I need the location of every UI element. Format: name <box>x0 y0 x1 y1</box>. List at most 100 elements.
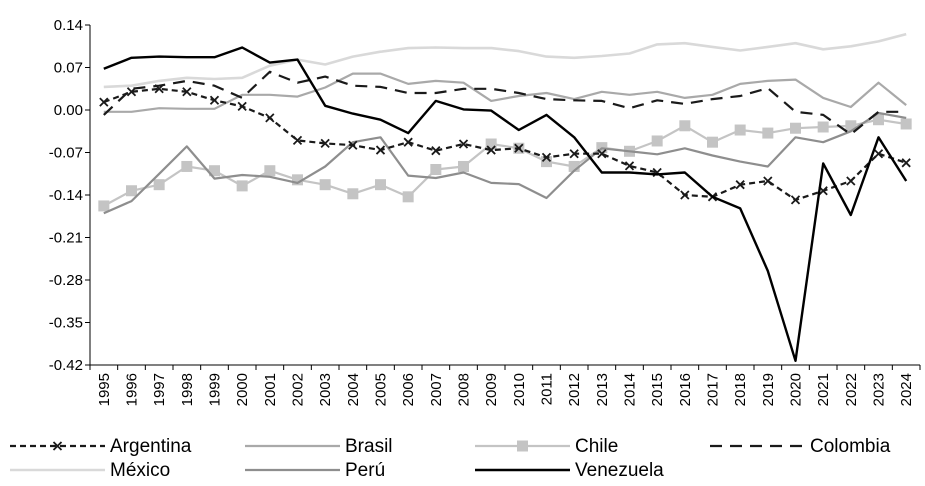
x-tick-label: 2007 <box>428 373 445 406</box>
data-point <box>735 180 745 190</box>
data-point <box>514 143 524 153</box>
x-tick-label: 2000 <box>234 373 251 406</box>
data-point <box>375 145 386 155</box>
legend-label: Chile <box>575 436 618 457</box>
data-point <box>873 114 884 126</box>
legend-item-peru: Perú <box>245 460 385 481</box>
x-tick-label: 1999 <box>207 373 224 406</box>
series-brasil <box>103 72 907 113</box>
series-venezuela <box>103 46 908 362</box>
data-point <box>236 180 248 192</box>
series-line-venezuela <box>103 46 908 362</box>
data-point <box>375 179 386 191</box>
x-tick-label: 2022 <box>843 373 860 406</box>
y-tick-label: 0.07 <box>54 60 83 77</box>
x-tick-label: 1996 <box>124 373 141 406</box>
legend-label: Colombia <box>810 436 891 457</box>
data-point <box>458 139 469 149</box>
series-line-colombia <box>103 70 907 136</box>
data-point <box>485 138 497 150</box>
x-tick-label: 2002 <box>290 373 307 406</box>
data-point <box>292 135 303 145</box>
data-point <box>763 176 773 186</box>
x-tick-label: 2023 <box>871 373 888 406</box>
data-point <box>292 174 303 186</box>
x-tick-label: 2011 <box>539 373 556 405</box>
data-point <box>209 165 220 177</box>
data-point <box>126 185 137 197</box>
data-point <box>680 190 690 200</box>
x-tick-label: 2018 <box>732 373 749 406</box>
data-point <box>347 188 359 200</box>
x-tick-label: 1997 <box>151 373 168 406</box>
x-tick-label: 2013 <box>594 373 611 406</box>
data-point <box>541 156 552 168</box>
data-point <box>679 120 691 132</box>
x-tick-label: 2017 <box>705 373 722 406</box>
x-tick-label: 1998 <box>179 373 196 406</box>
y-tick-label: 0.14 <box>54 17 83 34</box>
legend-item-brasil: Brasil <box>245 436 393 457</box>
x-tick-label: 2005 <box>373 373 390 406</box>
data-point <box>154 84 164 94</box>
data-point <box>402 191 414 203</box>
legend-item-chile: Chile <box>475 436 618 457</box>
data-point <box>98 200 110 212</box>
x-tick-label: 1995 <box>96 373 113 406</box>
data-point <box>319 179 331 191</box>
series-peru <box>103 111 907 215</box>
legend-label: México <box>110 460 170 481</box>
data-point <box>265 113 275 123</box>
data-point <box>541 152 552 162</box>
data-point <box>264 165 276 177</box>
data-point <box>52 441 63 451</box>
data-point <box>790 195 801 205</box>
data-point <box>458 160 469 172</box>
y-tick-label: -0.14 <box>49 187 83 204</box>
data-point <box>707 136 718 148</box>
x-axis: 1995 1996 1997 1998 1999 2000 2001 2002 2003 2004… <box>89 364 921 406</box>
data-point <box>431 146 441 156</box>
series-line-peru <box>103 111 907 215</box>
legend-label: Brasil <box>345 436 393 457</box>
x-tick-label: 2010 <box>511 373 528 406</box>
x-tick-label: 2003 <box>317 373 334 406</box>
data-point <box>153 179 165 191</box>
data-point <box>901 158 911 168</box>
x-tick-label: 2004 <box>345 373 362 406</box>
x-tick-label: 2009 <box>483 373 500 406</box>
legend-label: Venezuela <box>575 460 664 481</box>
data-point <box>126 87 137 97</box>
data-point <box>817 121 829 133</box>
data-point <box>237 101 247 111</box>
x-tick-label: 2019 <box>760 373 777 406</box>
series-argentina <box>99 84 911 205</box>
series-line-argentina <box>103 87 907 201</box>
data-point <box>762 127 774 139</box>
x-tick-label: 2020 <box>788 373 805 406</box>
data-point <box>348 140 358 150</box>
x-tick-label: 2014 <box>622 373 639 406</box>
y-tick-label: -0.42 <box>49 357 83 374</box>
data-point <box>181 160 193 172</box>
legend-item-venezuela: Venezuela <box>475 460 664 481</box>
y-axis: 0.14 0.07 0.00 -0.07 -0.14 -0.21 -0.28 -0.35 -0.… <box>49 17 91 374</box>
legend-label: Perú <box>345 460 385 481</box>
x-tick-label: 2015 <box>649 373 666 406</box>
x-tick-label: 2016 <box>677 373 694 406</box>
data-point <box>624 161 635 171</box>
plot-area <box>98 32 912 362</box>
x-tick-label: 2024 <box>898 373 915 406</box>
series-line-mexico <box>103 32 907 89</box>
series-mexico <box>103 32 907 89</box>
data-point <box>486 145 496 155</box>
y-tick-label: -0.07 <box>49 145 83 162</box>
data-point <box>209 95 220 105</box>
data-point <box>568 160 580 172</box>
legend-item-colombia: Colombia <box>710 436 891 457</box>
series-line-brasil <box>103 72 907 113</box>
data-point <box>320 138 330 149</box>
data-point <box>99 97 109 107</box>
data-point <box>403 137 413 147</box>
